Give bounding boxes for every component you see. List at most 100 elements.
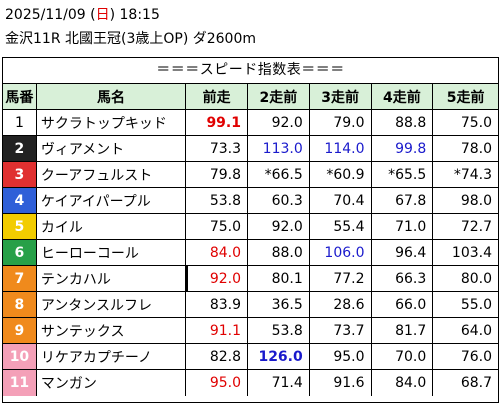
horse-name: クーアフュルスト — [37, 162, 187, 187]
table-row: 3 クーアフュルスト 79.8 *66.5 *60.9 *65.5 *74.3 — [3, 162, 498, 188]
col-header-2: 2走前 — [248, 84, 310, 109]
speed-index-cell: 66.0 — [372, 292, 434, 317]
speed-index-cell: 95.0 — [310, 344, 372, 369]
speed-index-cell: 75.0 — [460, 114, 493, 131]
horse-number: 3 — [3, 162, 37, 187]
speed-index-cell: 82.8 — [186, 344, 248, 369]
col-header-number: 馬番 — [3, 84, 37, 109]
speed-index-cell: 91.1 — [186, 318, 248, 343]
speed-index-cell: 55.0 — [460, 296, 493, 313]
speed-index-cell: 75.0 — [186, 214, 248, 239]
speed-index-cell: 68.7 — [460, 375, 493, 391]
horse-number: 4 — [3, 188, 37, 213]
speed-index-cell: 72.7 — [460, 218, 493, 235]
day-of-week: 日 — [95, 7, 110, 23]
speed-index-cell: 70.4 — [310, 188, 372, 213]
table-row: 10 リケアカプチーノ 82.8 126.0 95.0 70.0 76.0 — [3, 344, 498, 370]
speed-index-cell: 92.0 — [186, 266, 248, 291]
speed-index-cell: 70.0 — [372, 344, 434, 369]
speed-index-cell: 36.5 — [248, 292, 310, 317]
speed-index-cell: 98.0 — [460, 192, 493, 209]
speed-index-cell: 77.2 — [310, 266, 372, 291]
horse-name: アンタンスルフレ — [37, 292, 187, 317]
speed-index-cell: 53.8 — [248, 318, 310, 343]
table-row: 8 アンタンスルフレ 83.9 36.5 28.6 66.0 55.0 — [3, 292, 498, 318]
speed-index-cell: 71.4 — [248, 370, 310, 396]
horse-number: 7 — [3, 266, 37, 291]
horse-name: カイル — [37, 214, 187, 239]
speed-index-cell: 126.0 — [248, 344, 310, 369]
speed-index-cell: 60.3 — [248, 188, 310, 213]
horse-number: 8 — [3, 292, 37, 317]
speed-index-cell: *65.5 — [372, 162, 434, 187]
speed-index-cell: *74.3 — [453, 166, 493, 183]
horse-number: 2 — [3, 136, 37, 161]
speed-index-cell: 113.0 — [248, 136, 310, 161]
speed-index-cell: 80.0 — [460, 270, 493, 287]
horse-name: テンカハル — [37, 266, 187, 291]
speed-index-cell: 106.0 — [310, 240, 372, 265]
table-row: 4 ケイアイパープル 53.8 60.3 70.4 67.8 98.0 — [3, 188, 498, 214]
speed-index-cell: 53.8 — [186, 188, 248, 213]
race-datetime: 2025/11/09 (日) 18:15 — [5, 7, 160, 23]
speed-index-cell: 84.0 — [372, 370, 434, 396]
table-row: 7 テンカハル 92.0 80.1 77.2 66.3 80.0 — [3, 266, 498, 292]
speed-index-cell: 73.7 — [310, 318, 372, 343]
horse-number: 9 — [3, 318, 37, 343]
horse-number: 10 — [3, 344, 37, 369]
speed-index-cell: 92.0 — [248, 110, 310, 135]
speed-index-cell: 84.0 — [186, 240, 248, 265]
col-header-last: 前走 — [186, 84, 248, 109]
table-row: 6 ヒーローコール 84.0 88.0 106.0 96.4 103.4 — [3, 240, 498, 266]
speed-index-cell: 88.0 — [248, 240, 310, 265]
speed-index-cell: 78.0 — [460, 140, 493, 157]
speed-index-cell: 79.0 — [310, 110, 372, 135]
table-row: 1 サクラトップキッド 99.1 92.0 79.0 88.8 75.0 — [3, 110, 498, 136]
speed-index-cell: 66.3 — [372, 266, 434, 291]
speed-index-cell: 99.1 — [186, 110, 248, 135]
col-header-name: 馬名 — [37, 84, 187, 109]
speed-index-cell: 55.4 — [310, 214, 372, 239]
speed-index-cell: 67.8 — [372, 188, 434, 213]
table-header: 馬番 馬名 前走 2走前 3走前 4走前 5走前 — [3, 84, 498, 110]
horse-name: サンテックス — [37, 318, 187, 343]
horse-name: リケアカプチーノ — [37, 344, 187, 369]
horse-number: 1 — [3, 110, 37, 135]
speed-index-cell: 95.0 — [186, 370, 248, 396]
horse-name: ケイアイパープル — [37, 188, 187, 213]
speed-index-cell: 99.8 — [372, 136, 434, 161]
speed-index-cell: 92.0 — [248, 214, 310, 239]
speed-index-table: ＝＝＝スピード指数表＝＝＝ 馬番 馬名 前走 2走前 3走前 4走前 5走前 1… — [2, 57, 499, 403]
speed-index-cell: 114.0 — [310, 136, 372, 161]
speed-index-cell: 71.0 — [372, 214, 434, 239]
horse-number: 6 — [3, 240, 37, 265]
speed-index-cell: 81.7 — [372, 318, 434, 343]
horse-name: サクラトップキッド — [37, 110, 187, 135]
speed-index-cell: 64.0 — [460, 322, 493, 339]
speed-index-cell: 96.4 — [372, 240, 434, 265]
speed-index-cell: 80.1 — [248, 266, 310, 291]
table-row: 11 マンガン 95.0 71.4 91.6 84.0 68.7 — [3, 370, 498, 396]
speed-index-cell: 88.8 — [372, 110, 434, 135]
table-row: 9 サンテックス 91.1 53.8 73.7 81.7 64.0 — [3, 318, 498, 344]
speed-index-cell: 73.3 — [186, 136, 248, 161]
horse-name: マンガン — [37, 370, 187, 396]
race-title: 金沢11R 北國王冠(3歳上OP) ダ2600m — [5, 31, 257, 47]
speed-index-cell: 83.9 — [186, 292, 248, 317]
table-row: 5 カイル 75.0 92.0 55.4 71.0 72.7 — [3, 214, 498, 240]
col-header-4: 4走前 — [372, 84, 434, 109]
horse-number: 11 — [3, 370, 37, 396]
col-header-3: 3走前 — [310, 84, 372, 109]
horse-name: ヴィアメント — [37, 136, 187, 161]
horse-name: ヒーローコール — [37, 240, 187, 265]
speed-index-cell: *60.9 — [310, 162, 372, 187]
speed-index-cell: 103.4 — [451, 244, 493, 261]
speed-index-cell: 76.0 — [460, 348, 493, 365]
speed-index-cell: 79.8 — [186, 162, 248, 187]
speed-index-cell: *66.5 — [248, 162, 310, 187]
col-header-5: 5走前 — [446, 89, 485, 106]
horse-number: 5 — [3, 214, 37, 239]
speed-index-cell: 28.6 — [310, 292, 372, 317]
speed-index-cell: 91.6 — [310, 370, 372, 396]
table-row: 2 ヴィアメント 73.3 113.0 114.0 99.8 78.0 — [3, 136, 498, 162]
